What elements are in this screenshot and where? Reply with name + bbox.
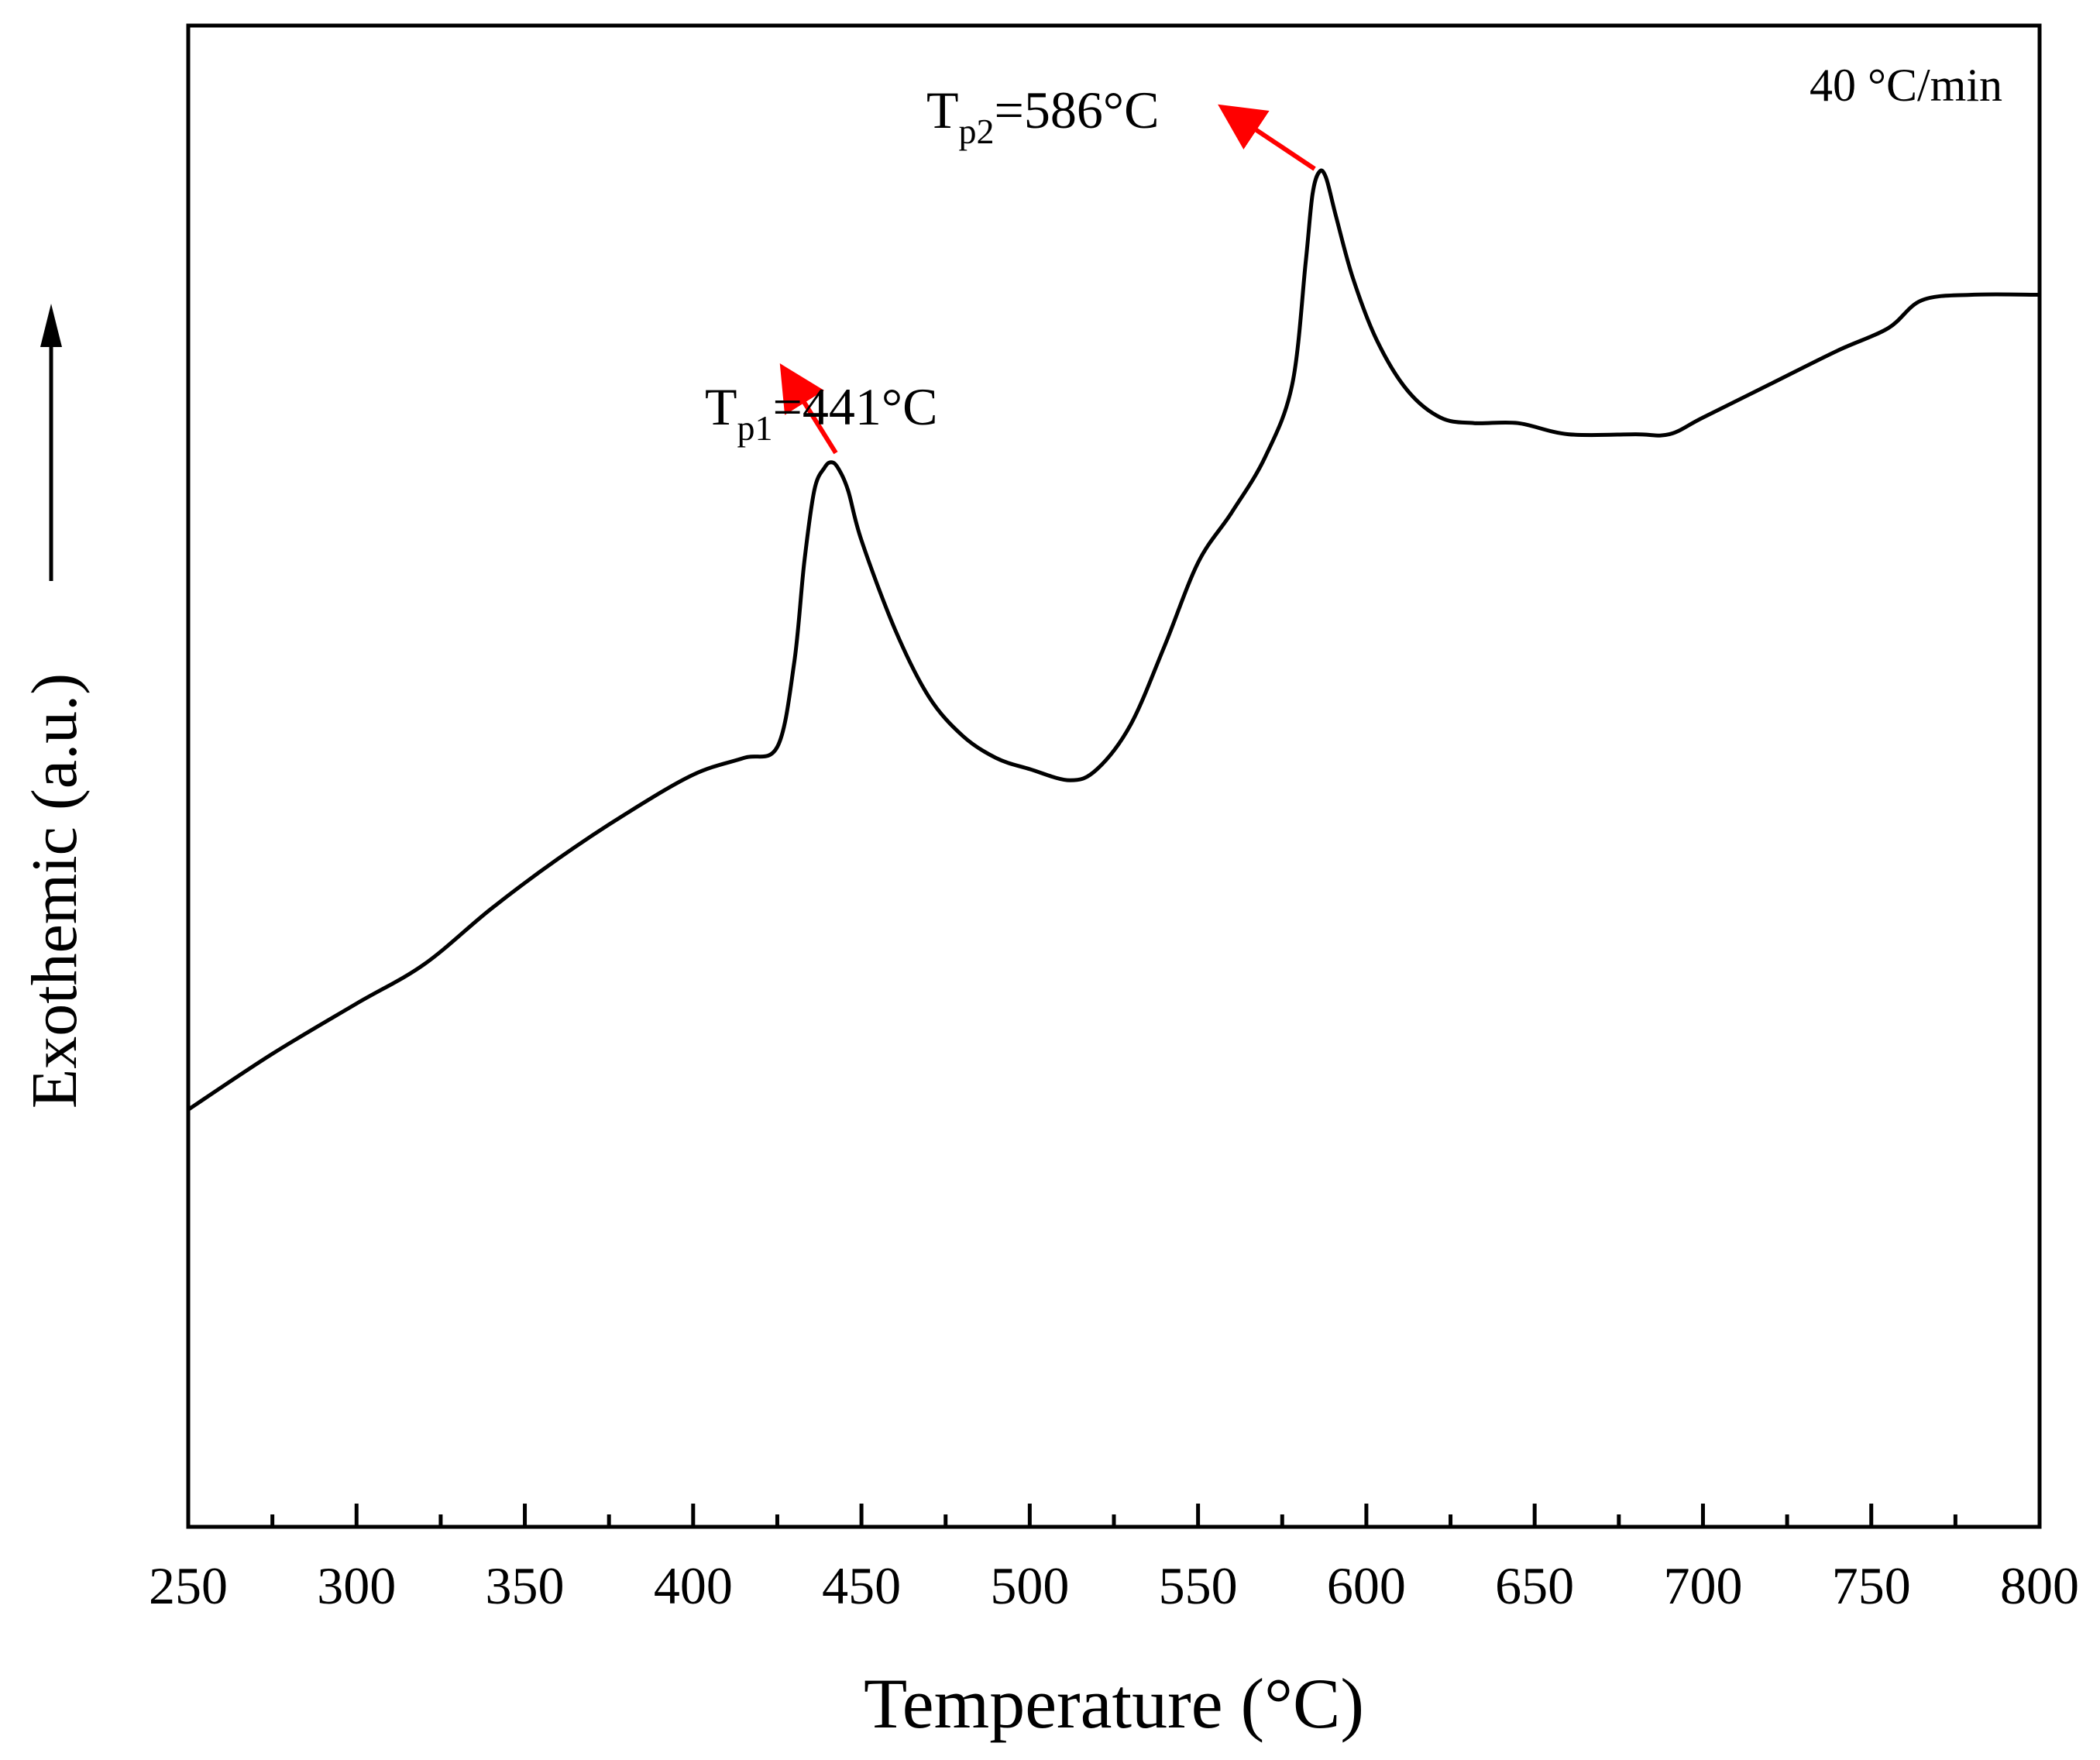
peak-p1-arrow [779,363,838,455]
x-tick-label: 550 [1159,1556,1238,1615]
x-tick-label: 350 [486,1556,565,1615]
heating-rate-label: 40 °C/min [1810,60,2002,111]
x-axis-ticks [186,1504,2042,1527]
x-tick-label: 450 [822,1556,901,1615]
x-axis-tick-labels: 250 300 350 400 450 500 550 600 650 700 750 800 [149,1556,2079,1615]
x-tick-label: 300 [317,1556,396,1615]
x-tick-label: 600 [1327,1556,1406,1615]
dsc-curve-line [186,168,2042,1112]
peak-p2-arrow [1218,104,1316,171]
peak-p1-label: Tp1=441°C [705,377,937,448]
peak-p2-label-value: =586°C [995,81,1160,139]
x-tick-label: 700 [1663,1556,1742,1615]
peak-p2-label-main: T [926,81,959,139]
peak-p1-label-sub: p1 [737,408,773,448]
y-axis-title: Exothemic (a.u.) [19,673,91,1109]
peak-p2-label: Tp2=586°C [926,81,1159,151]
x-tick-label: 800 [2000,1556,2079,1615]
x-tick-label: 750 [1832,1556,1911,1615]
x-axis-title: Temperature (°C) [864,1664,1364,1743]
peak-p1-label-value: =441°C [773,377,938,436]
x-tick-label: 500 [990,1556,1069,1615]
peak-p1-label-main: T [705,377,737,436]
peak-p2-label-sub: p2 [959,112,995,151]
x-tick-label: 250 [149,1556,228,1615]
y-axis-direction-arrow-icon [40,304,62,347]
x-tick-label: 400 [654,1556,733,1615]
x-tick-label: 650 [1495,1556,1574,1615]
plot-frame [186,23,2042,1529]
